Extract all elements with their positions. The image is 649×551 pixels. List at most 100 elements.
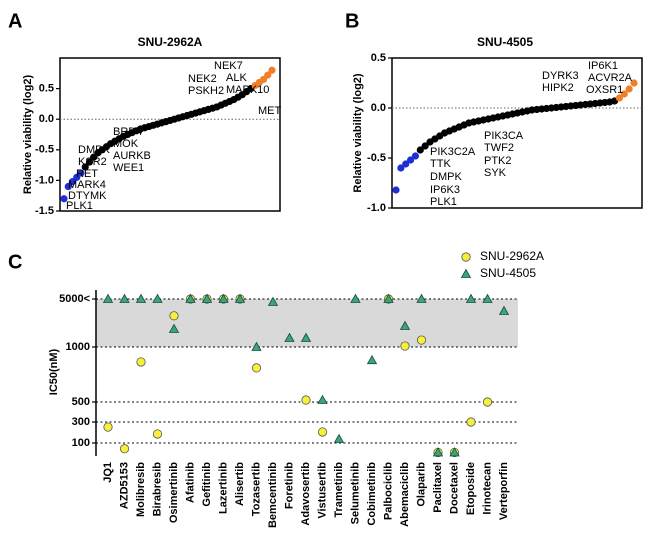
x-tick-label: AZD5153 bbox=[118, 462, 130, 509]
x-tick-label: Tozasertib bbox=[250, 462, 262, 516]
x-tick-label: Cobimetinib bbox=[366, 462, 378, 526]
data-point bbox=[102, 293, 114, 303]
x-tick-label: Birabresib bbox=[151, 462, 163, 517]
data-point bbox=[284, 332, 295, 342]
x-tick-label: Vistusertib bbox=[316, 462, 328, 519]
gene-label: PIK3CA bbox=[484, 130, 524, 142]
x-tick-label: Irinotecan bbox=[481, 462, 493, 515]
data-point bbox=[416, 335, 427, 345]
x-tick-label: Adavosertib bbox=[300, 462, 312, 526]
data-point bbox=[466, 417, 476, 427]
data-point bbox=[350, 293, 361, 303]
data-point bbox=[615, 94, 624, 102]
gene-label: PSKH2 bbox=[188, 85, 224, 97]
data-point bbox=[201, 293, 213, 303]
gene-label: AURKB bbox=[113, 150, 151, 162]
y-tick-label: 500 bbox=[72, 396, 90, 408]
data-point bbox=[268, 66, 276, 74]
data-point bbox=[432, 447, 444, 457]
gene-label: ACVR2A bbox=[588, 72, 633, 84]
data-point bbox=[119, 444, 130, 454]
gene-label: DMPK bbox=[430, 171, 462, 183]
data-point bbox=[251, 341, 262, 351]
legend-marker bbox=[460, 268, 472, 278]
y-tick-label: 5000< bbox=[59, 293, 90, 305]
panel-letter: B bbox=[345, 10, 359, 32]
data-point bbox=[64, 182, 72, 191]
y-tick-label: 1000 bbox=[66, 341, 90, 353]
gene-label: OXSR1 bbox=[586, 84, 623, 96]
plot-frame bbox=[391, 57, 643, 209]
y-axis-label: IC50(nM) bbox=[48, 348, 60, 395]
gene-label: ALK bbox=[226, 72, 247, 84]
x-tick-label: Selumetinib bbox=[349, 462, 361, 525]
data-point bbox=[333, 433, 345, 443]
panel-letter: A bbox=[8, 10, 22, 32]
data-point bbox=[482, 293, 493, 303]
data-point bbox=[630, 79, 638, 87]
gene-label: TWF2 bbox=[484, 142, 514, 154]
x-tick-label: Abemaciclib bbox=[399, 462, 411, 527]
data-point bbox=[620, 90, 628, 98]
data-point bbox=[135, 293, 147, 303]
x-tick-label: Gefitinib bbox=[201, 462, 213, 507]
gene-label: DMPK bbox=[78, 144, 110, 156]
data-point bbox=[465, 293, 477, 303]
gene-label: DTYMK bbox=[68, 190, 107, 202]
x-tick-label: Lazertinib bbox=[217, 462, 229, 514]
data-point bbox=[300, 332, 312, 342]
x-tick-label: Foretinib bbox=[283, 462, 295, 509]
gene-label: IP6K1 bbox=[588, 60, 618, 72]
gene-label: RET bbox=[76, 168, 98, 180]
data-point bbox=[317, 427, 328, 437]
data-point bbox=[625, 85, 633, 93]
data-point bbox=[301, 395, 311, 405]
x-tick-label: Osimertinib bbox=[168, 462, 180, 523]
gene-label: PLK1 bbox=[66, 200, 93, 212]
data-point bbox=[169, 311, 179, 321]
y-tick-label: 0.0 bbox=[371, 102, 386, 114]
legend-label: SNU-2962A bbox=[480, 249, 544, 263]
gene-label: KSR2 bbox=[78, 156, 107, 168]
data-point bbox=[168, 323, 180, 333]
data-point bbox=[482, 397, 493, 407]
gene-label: TTK bbox=[430, 158, 451, 170]
y-tick-label: 100 bbox=[72, 437, 90, 449]
x-tick-label: Alisertib bbox=[234, 462, 246, 506]
data-point bbox=[218, 293, 229, 303]
data-point bbox=[185, 293, 196, 303]
gene-label: PIK3C2A bbox=[430, 146, 476, 158]
chart-title: SNU-2962A bbox=[138, 35, 203, 49]
data-point bbox=[392, 186, 400, 194]
data-point bbox=[136, 357, 146, 367]
data-point bbox=[267, 296, 279, 306]
x-tick-label: Trametinib bbox=[333, 462, 345, 518]
y-tick-label: 0.5 bbox=[371, 52, 386, 64]
plot-frame bbox=[59, 57, 281, 212]
gene-label: MET bbox=[258, 105, 282, 117]
data-point bbox=[77, 169, 85, 177]
y-tick-label: 300 bbox=[72, 416, 90, 428]
data-point bbox=[152, 429, 163, 439]
gene-label: WEE1 bbox=[113, 162, 144, 174]
x-tick-label: Bemcentinib bbox=[267, 462, 279, 528]
data-point bbox=[406, 156, 415, 164]
legend-marker bbox=[461, 252, 471, 262]
y-axis-label: Relative viability (log2) bbox=[22, 75, 34, 195]
data-point bbox=[251, 363, 262, 373]
panel-letter: C bbox=[8, 251, 22, 273]
data-point bbox=[399, 320, 411, 330]
data-point bbox=[400, 341, 410, 351]
x-tick-label: Molibresib bbox=[135, 462, 147, 517]
y-tick-label: -1.5 bbox=[35, 205, 54, 217]
y-tick-label: -0.5 bbox=[35, 144, 54, 156]
data-point bbox=[119, 293, 130, 303]
data-point bbox=[264, 71, 272, 79]
data-point bbox=[317, 394, 328, 404]
data-point bbox=[421, 142, 429, 150]
data-point bbox=[402, 160, 410, 168]
y-tick-label: 0.0 bbox=[39, 113, 54, 125]
gene-label: IP6K3 bbox=[430, 184, 460, 196]
data-point bbox=[416, 293, 427, 303]
